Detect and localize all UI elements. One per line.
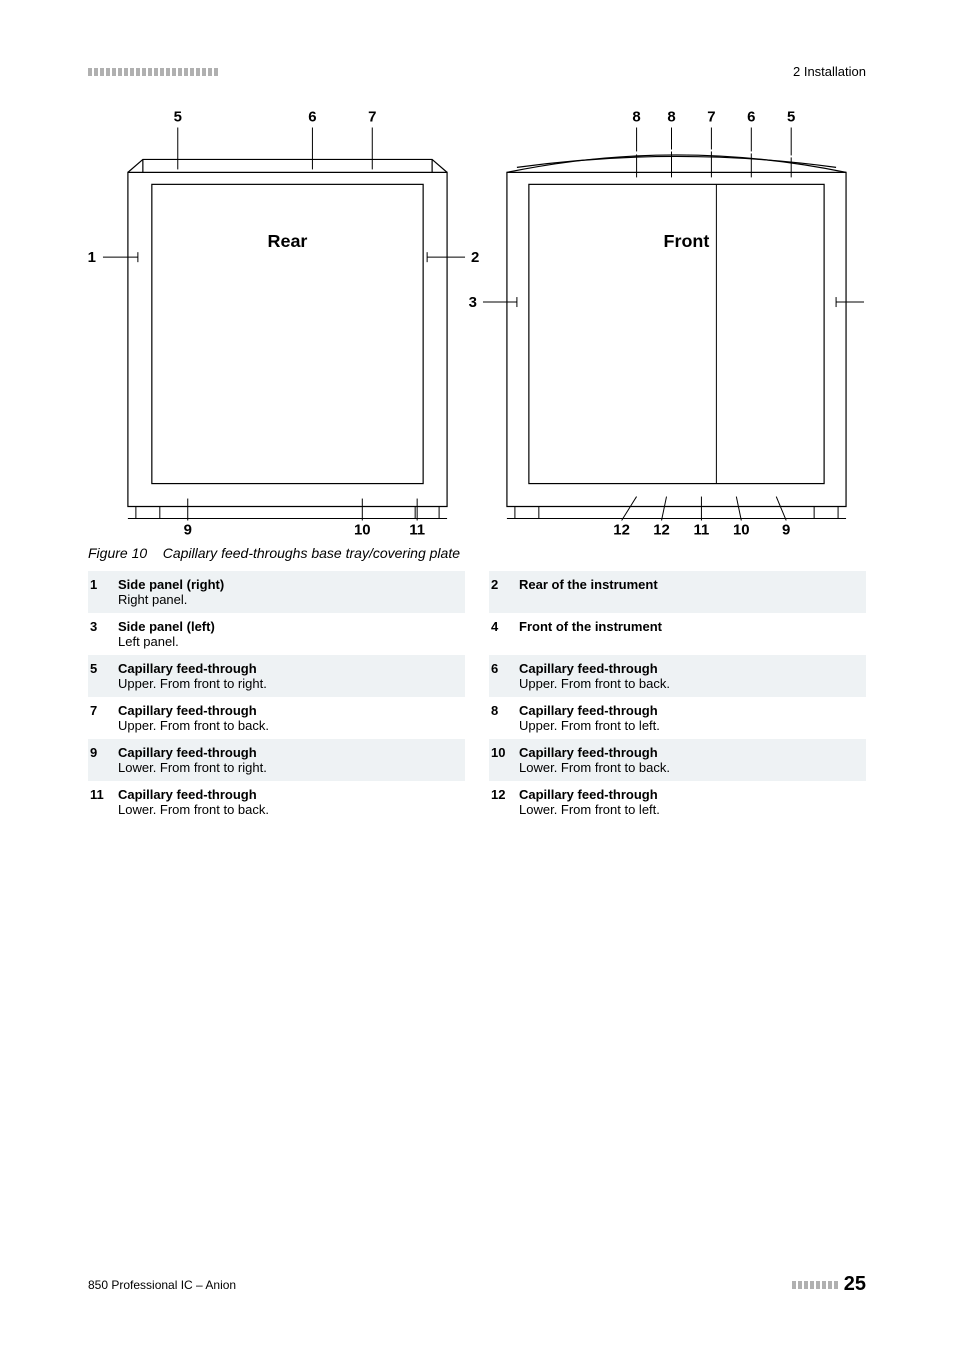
callout-10-front: 10 bbox=[733, 521, 750, 537]
rear-label: Rear bbox=[268, 231, 308, 251]
legend-num: 5 bbox=[88, 661, 118, 691]
legend-title: Rear of the instrument bbox=[519, 577, 658, 592]
header-ticks bbox=[88, 68, 218, 76]
callout-6-front: 6 bbox=[747, 109, 755, 126]
legend-title: Capillary feed-through bbox=[519, 745, 658, 760]
callout-8a-front: 8 bbox=[632, 109, 640, 126]
legend-title: Capillary feed-through bbox=[519, 703, 658, 718]
footer-ticks bbox=[792, 1281, 838, 1289]
callout-1: 1 bbox=[88, 249, 96, 266]
front-label: Front bbox=[664, 231, 710, 251]
legend-row: 11 Capillary feed-throughLower. From fro… bbox=[88, 781, 465, 823]
legend-title: Capillary feed-through bbox=[519, 661, 658, 676]
page-header: 2 Installation bbox=[88, 64, 866, 79]
legend-num: 8 bbox=[489, 703, 519, 733]
legend-row: 10 Capillary feed-throughLower. From fro… bbox=[489, 739, 866, 781]
legend-title: Side panel (right) bbox=[118, 577, 224, 592]
legend-num: 10 bbox=[489, 745, 519, 775]
header-section: 2 Installation bbox=[793, 64, 866, 79]
callout-12a-front: 12 bbox=[613, 521, 630, 537]
page-number: 25 bbox=[844, 1273, 866, 1296]
legend-row: 2 Rear of the instrument bbox=[489, 571, 866, 613]
legend-row: 9 Capillary feed-throughLower. From fron… bbox=[88, 739, 465, 781]
legend-desc: Upper. From front to back. bbox=[519, 676, 670, 691]
callout-11-rear: 11 bbox=[409, 521, 425, 537]
legend-desc: Upper. From front to left. bbox=[519, 718, 660, 733]
callout-9-rear: 9 bbox=[184, 521, 192, 537]
legend-num: 11 bbox=[88, 787, 118, 817]
page-footer: 850 Professional IC – Anion 25 bbox=[88, 1273, 866, 1296]
legend-row: 8 Capillary feed-throughUpper. From fron… bbox=[489, 697, 866, 739]
legend-grid: 1 Side panel (right)Right panel. 2 Rear … bbox=[88, 571, 866, 823]
legend-num: 9 bbox=[88, 745, 118, 775]
legend-row: 6 Capillary feed-throughUpper. From fron… bbox=[489, 655, 866, 697]
legend-num: 2 bbox=[489, 577, 519, 607]
legend-title: Capillary feed-through bbox=[118, 787, 257, 802]
legend-desc: Lower. From front to right. bbox=[118, 760, 267, 775]
legend-desc: Lower. From front to left. bbox=[519, 802, 660, 817]
callout-3: 3 bbox=[469, 294, 477, 311]
legend-num: 6 bbox=[489, 661, 519, 691]
callout-11-front: 11 bbox=[694, 521, 710, 537]
callout-8b-front: 8 bbox=[667, 109, 675, 126]
legend-title: Capillary feed-through bbox=[118, 703, 257, 718]
legend-title: Front of the instrument bbox=[519, 619, 662, 634]
callout-10-rear: 10 bbox=[354, 521, 371, 537]
legend-title: Side panel (left) bbox=[118, 619, 215, 634]
callout-2: 2 bbox=[471, 249, 479, 266]
legend-row: 4 Front of the instrument bbox=[489, 613, 866, 655]
legend-desc: Lower. From front to back. bbox=[519, 760, 670, 775]
legend-row: 12 Capillary feed-throughLower. From fro… bbox=[489, 781, 866, 823]
legend-desc: Left panel. bbox=[118, 634, 179, 649]
legend-title: Capillary feed-through bbox=[519, 787, 658, 802]
legend-num: 4 bbox=[489, 619, 519, 649]
legend-row: 5 Capillary feed-throughUpper. From fron… bbox=[88, 655, 465, 697]
legend-desc: Right panel. bbox=[118, 592, 187, 607]
legend-desc: Lower. From front to back. bbox=[118, 802, 269, 817]
figure-diagram: Rear 1 2 5 6 7 9 10 11 F bbox=[88, 107, 866, 537]
legend-num: 3 bbox=[88, 619, 118, 649]
figure-caption: Figure 10 Capillary feed-throughs base t… bbox=[88, 545, 866, 561]
legend-desc: Upper. From front to back. bbox=[118, 718, 269, 733]
callout-6-rear: 6 bbox=[308, 109, 316, 126]
legend-row: 3 Side panel (left)Left panel. bbox=[88, 613, 465, 655]
legend-desc: Upper. From front to right. bbox=[118, 676, 267, 691]
callout-12b-front: 12 bbox=[653, 521, 670, 537]
legend-title: Capillary feed-through bbox=[118, 661, 257, 676]
callout-7-rear: 7 bbox=[368, 109, 376, 126]
legend-row: 7 Capillary feed-throughUpper. From fron… bbox=[88, 697, 465, 739]
callout-9-front: 9 bbox=[782, 521, 790, 537]
caption-prefix: Figure 10 bbox=[88, 545, 147, 561]
callout-5-rear: 5 bbox=[174, 109, 182, 126]
footer-doc-title: 850 Professional IC – Anion bbox=[88, 1278, 236, 1292]
callout-5-front: 5 bbox=[787, 109, 795, 126]
legend-row: 1 Side panel (right)Right panel. bbox=[88, 571, 465, 613]
legend-num: 7 bbox=[88, 703, 118, 733]
callout-7-front: 7 bbox=[707, 109, 715, 126]
legend-num: 1 bbox=[88, 577, 118, 607]
legend-num: 12 bbox=[489, 787, 519, 817]
legend-title: Capillary feed-through bbox=[118, 745, 257, 760]
caption-text: Capillary feed-throughs base tray/coveri… bbox=[163, 545, 460, 561]
